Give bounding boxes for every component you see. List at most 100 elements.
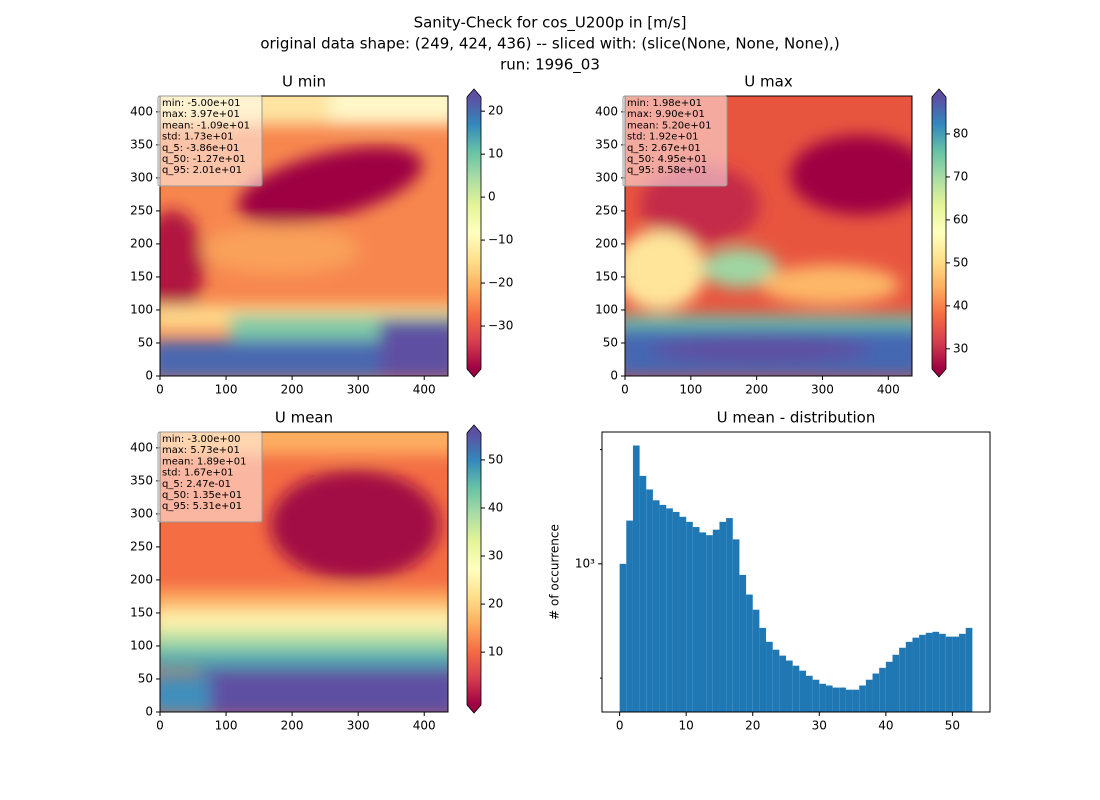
plot-frame xyxy=(159,431,449,713)
histogram-bar xyxy=(619,563,627,712)
x-tick-label: 400 xyxy=(413,383,436,397)
colorbar-extend xyxy=(932,89,946,97)
histogram-bar xyxy=(965,627,973,712)
y-tick-label: 150 xyxy=(130,605,153,619)
stats-line: min: -5.00e+01 xyxy=(162,98,241,109)
x-tick-label: 0 xyxy=(156,383,164,397)
histogram-bar xyxy=(699,532,707,712)
histogram-bar xyxy=(666,508,673,712)
stats-line: q_5: 2.47e-01 xyxy=(162,479,231,490)
histogram-bar xyxy=(945,636,953,712)
y-tick-label: 150 xyxy=(595,269,618,283)
y-tick-label: 300 xyxy=(130,170,153,184)
x-tick-label: 400 xyxy=(877,383,900,397)
stats-background xyxy=(157,95,263,187)
histogram-bar xyxy=(819,683,826,712)
stats-line: mean: 1.89e+01 xyxy=(162,456,246,467)
histogram-bar xyxy=(925,632,933,712)
stats-line: min: -3.00e+00 xyxy=(162,434,241,445)
y-tick-label: 200 xyxy=(130,572,153,586)
histogram-bar xyxy=(905,641,913,712)
colorbar-tick-label: 80 xyxy=(953,126,968,140)
histogram-bar xyxy=(679,516,687,712)
stats-line: q_5: 2.67e+01 xyxy=(627,143,701,154)
histogram-bar xyxy=(732,539,740,712)
histogram-bar xyxy=(746,594,753,712)
y-tick-label: 100 xyxy=(130,302,153,316)
stats-line: std: 1.73e+01 xyxy=(162,132,234,143)
stats-line: q_50: 1.35e+01 xyxy=(162,490,242,501)
histogram-bar xyxy=(859,685,866,712)
histogram-bar xyxy=(739,574,747,712)
stats-line: q_95: 8.58e+01 xyxy=(627,165,707,176)
y-tick-label: 0 xyxy=(145,369,153,383)
stats-line: q_50: -1.27e+01 xyxy=(162,154,246,165)
stats-line: q_95: 5.31e+01 xyxy=(162,501,242,512)
colorbar-tick-label: 30 xyxy=(488,549,503,563)
colorbar-extend xyxy=(467,369,481,377)
colorbar-frame xyxy=(466,88,482,378)
plot-title: U min xyxy=(282,73,326,91)
histogram-bar xyxy=(652,500,660,712)
colorbar-tick-label: 40 xyxy=(953,298,968,312)
histogram-bar xyxy=(632,445,640,712)
x-tick-label: 300 xyxy=(347,719,370,733)
colorbar-extend xyxy=(932,369,946,377)
y-tick-label: 0 xyxy=(610,369,618,383)
histogram-bar xyxy=(939,633,946,712)
colorbar-extend xyxy=(467,89,481,97)
histogram-bar xyxy=(712,529,720,712)
histogram-bar xyxy=(959,633,966,712)
histogram-bar xyxy=(952,636,960,712)
plot-frame xyxy=(601,431,991,713)
y-tick-label: 200 xyxy=(595,236,618,250)
stats-line: std: 1.67e+01 xyxy=(162,468,234,479)
stats-background xyxy=(157,431,263,523)
plot-frame xyxy=(624,95,913,377)
colorbar-tick-label: −30 xyxy=(488,319,513,333)
histogram-bar xyxy=(845,689,853,712)
colorbar-extend xyxy=(467,705,481,713)
x-tick-label: 100 xyxy=(679,383,702,397)
colorbar xyxy=(932,97,946,369)
suptitle: Sanity-Check for cos_U200p in [m/s] xyxy=(414,14,687,33)
colorbar-tick-label: 10 xyxy=(488,147,503,161)
colorbar-tick-label: 70 xyxy=(953,169,968,183)
histogram-bar xyxy=(752,609,760,712)
histogram-bar xyxy=(786,660,793,712)
y-tick-label: 50 xyxy=(138,671,153,685)
x-tick-label: 0 xyxy=(616,719,624,733)
x-tick-label: 10 xyxy=(679,719,694,733)
y-tick-label: 350 xyxy=(595,137,618,151)
y-tick-label: 150 xyxy=(130,269,153,283)
colorbar-tick-label: 0 xyxy=(488,190,496,204)
colorbar-tick-label: 20 xyxy=(488,597,503,611)
plot-title: U mean - distribution xyxy=(717,409,876,427)
colorbar-tick-label: 50 xyxy=(953,255,968,269)
y-tick-label: 350 xyxy=(130,473,153,487)
stats-line: max: 3.97e+01 xyxy=(162,109,240,120)
histogram-bar xyxy=(639,475,647,712)
x-tick-label: 400 xyxy=(413,719,436,733)
histogram-bar xyxy=(626,520,633,712)
histogram-bar xyxy=(919,634,926,712)
x-tick-label: 40 xyxy=(878,719,893,733)
y-tick-label: 50 xyxy=(603,335,618,349)
y-tick-label: 400 xyxy=(130,440,153,454)
histogram-bar xyxy=(799,670,806,712)
x-tick-label: 200 xyxy=(281,383,304,397)
colorbar-tick-label: 20 xyxy=(488,104,503,118)
histogram-bar xyxy=(692,527,700,712)
colorbar-tick-label: 50 xyxy=(488,452,503,466)
histogram-bar xyxy=(779,655,787,712)
y-tick-label: 300 xyxy=(595,170,618,184)
stats-line: std: 1.92e+01 xyxy=(627,132,699,143)
colorbar-tick-label: 40 xyxy=(488,500,503,514)
histogram-bar xyxy=(646,489,653,712)
suptitle: original data shape: (249, 424, 436) -- … xyxy=(260,35,839,53)
y-tick-label: 100 xyxy=(595,302,618,316)
histogram-bar xyxy=(706,535,713,712)
